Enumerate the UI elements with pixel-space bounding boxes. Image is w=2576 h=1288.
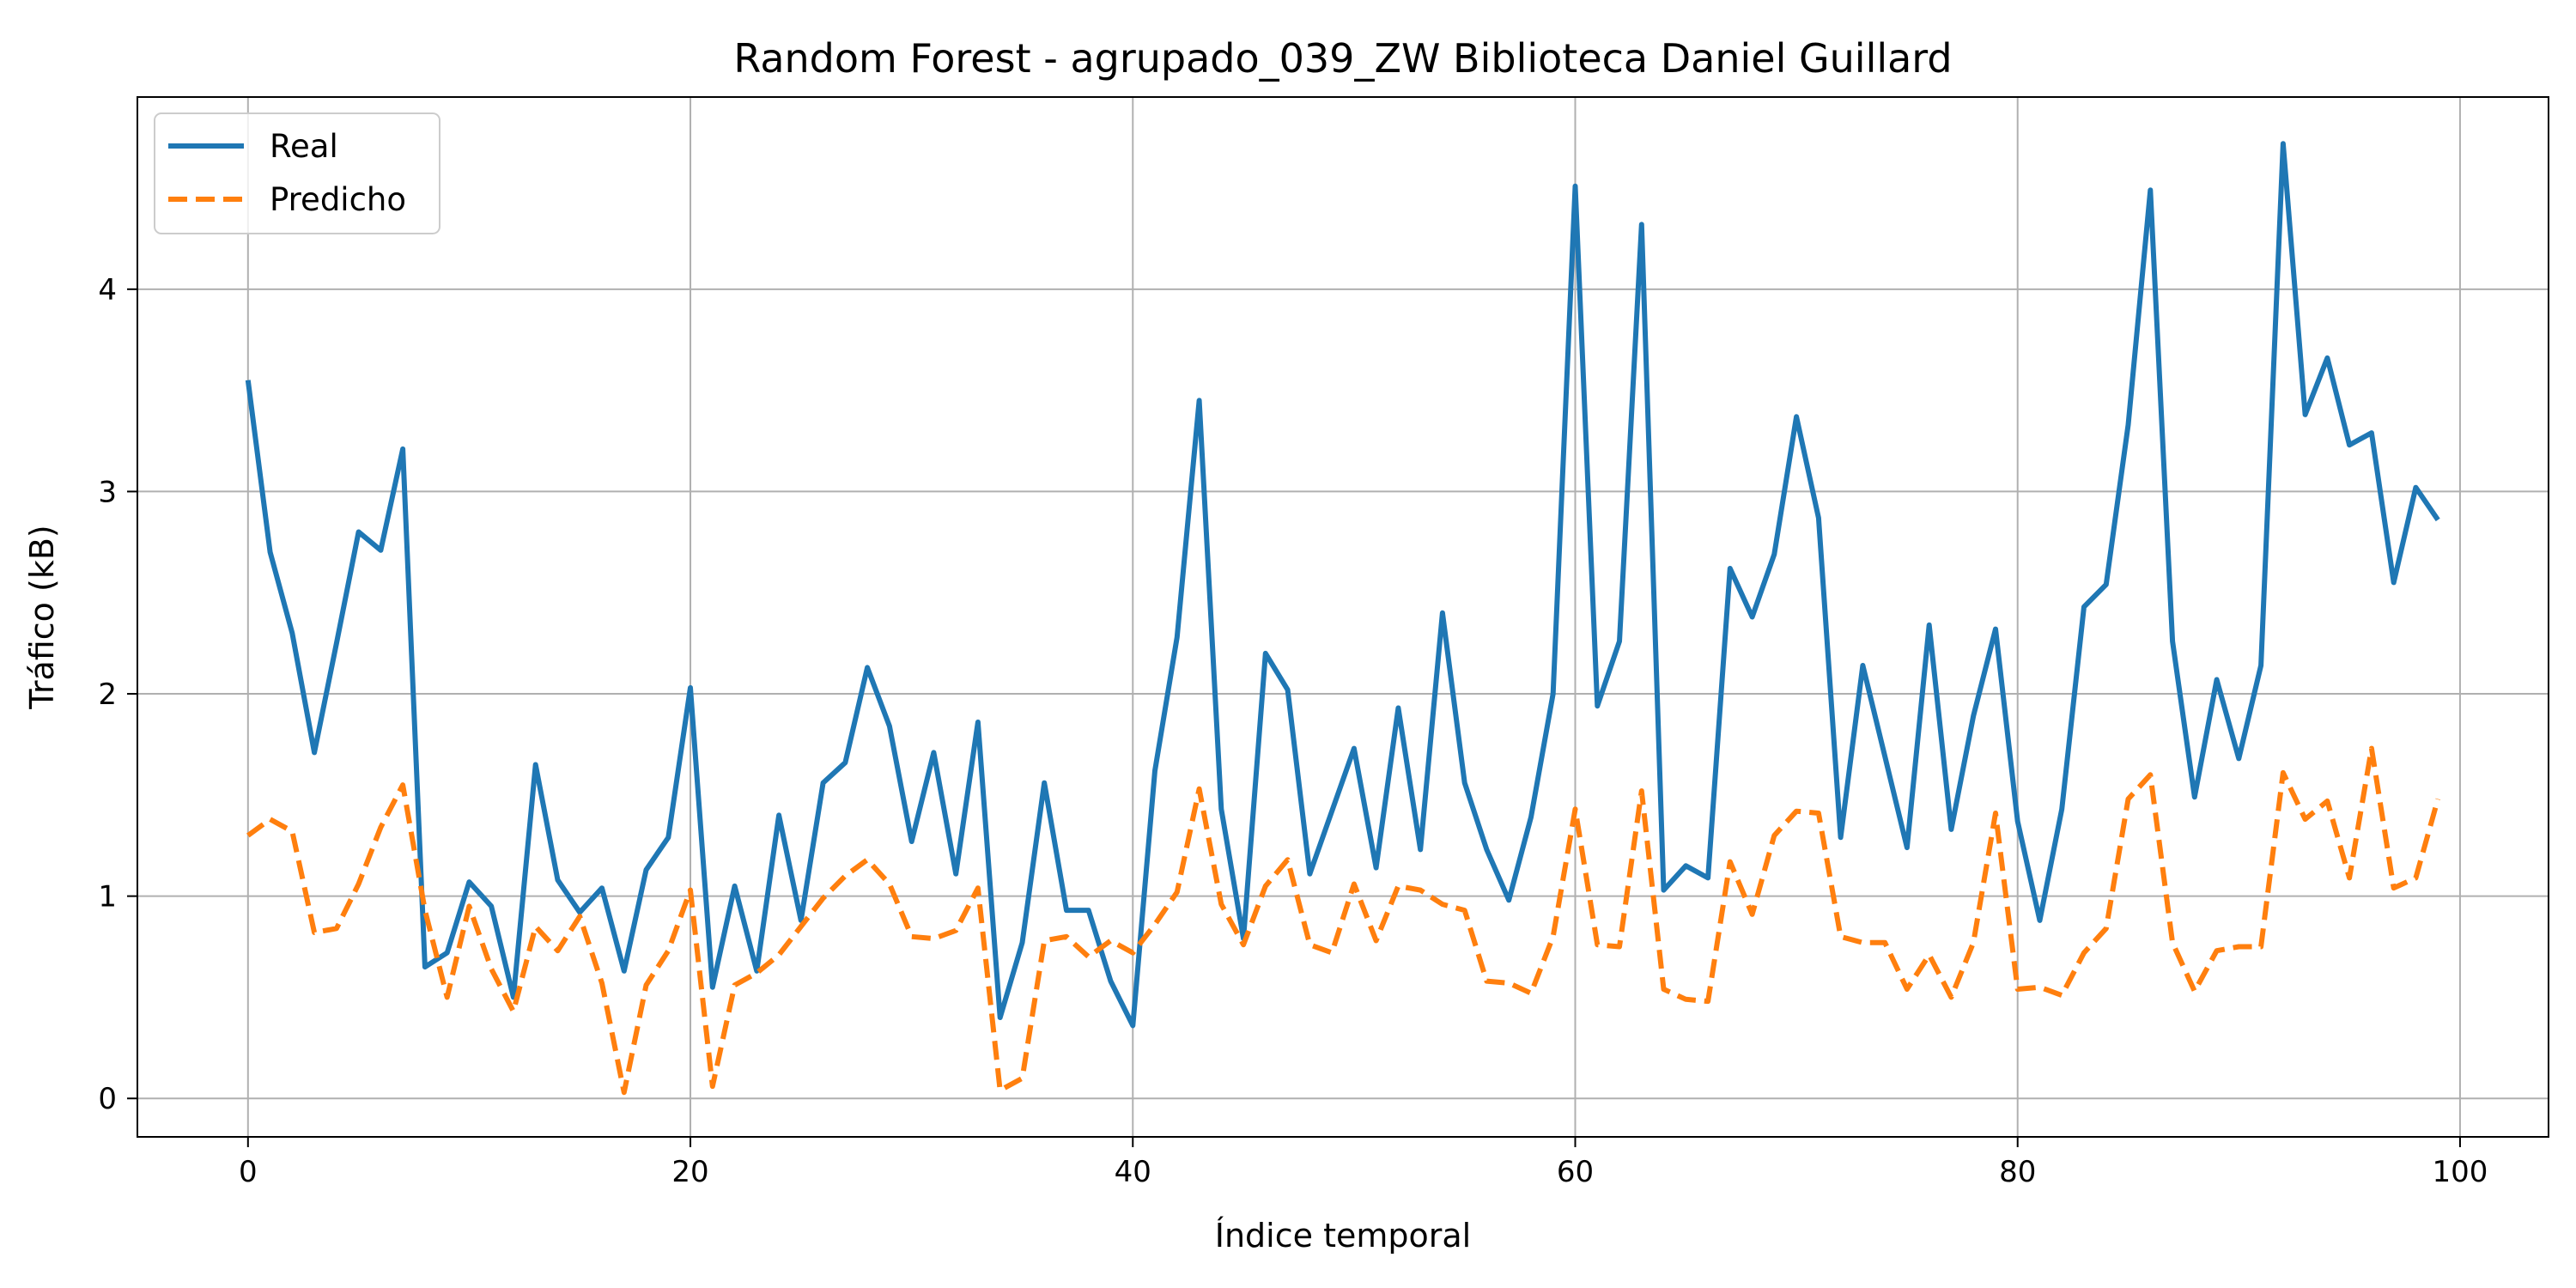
legend: Real Predicho: [154, 112, 440, 234]
grid: [137, 97, 2549, 1137]
x-tick-label: 20: [671, 1155, 708, 1189]
y-tick-label: 4: [98, 273, 117, 307]
x-tick-label: 100: [2433, 1155, 2488, 1189]
plot-frame: [137, 96, 2549, 1138]
x-tick-label: 80: [1999, 1155, 2036, 1189]
legend-label-predicho: Predicho: [270, 181, 406, 218]
series-line-real: [245, 141, 2440, 1029]
x-tick-label: 0: [239, 1155, 258, 1189]
x-axis-label: Índice temporal: [1215, 1217, 1471, 1255]
y-tick-label: 0: [98, 1082, 117, 1116]
x-tick-label: 60: [1557, 1155, 1594, 1189]
y-tick-label: 3: [98, 475, 117, 509]
axis-ticks: 0 20 40 60 80 100 0 1 2 3 4: [98, 273, 2488, 1189]
series-line-predicho: [246, 745, 2441, 1096]
legend-label-real: Real: [270, 128, 338, 165]
y-tick-label: 2: [98, 677, 117, 712]
y-axis-label: Tráfico (kB): [23, 525, 61, 709]
x-tick-label: 40: [1115, 1155, 1151, 1189]
chart-title: Random Forest - agrupado_039_ZW Bibliote…: [733, 35, 1952, 82]
series-lines: [245, 141, 2441, 1096]
y-tick-label: 1: [98, 880, 117, 914]
